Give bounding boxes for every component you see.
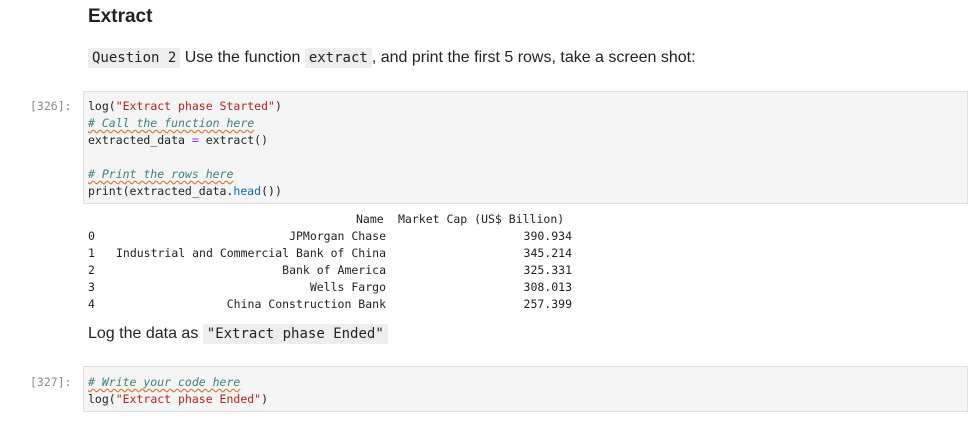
output-row-cap: 308.013 (523, 280, 572, 294)
code-cell-327[interactable]: # Write your code here log("Extract phas… (83, 366, 968, 412)
output-row-name: Wells Fargo (309, 280, 386, 294)
output-row-idx: 3 (88, 280, 95, 294)
question-text: Question 2 Use the function extract, and… (88, 48, 696, 68)
cell-prompt-326: [326]: (30, 99, 72, 113)
output-row-cap: 257.399 (523, 297, 572, 311)
output-row-idx: 0 (88, 229, 95, 243)
output-row-cap: 325.331 (523, 263, 572, 277)
question-text-after: , and print the first 5 rows, take a scr… (371, 49, 696, 66)
output-header-cap: Market Cap (US$ Billion) (398, 212, 565, 226)
code-line-1: log("Extract phase Started") (88, 99, 282, 113)
log-note: Log the data as "Extract phase Ended" (88, 324, 388, 344)
section-heading: Extract (88, 6, 153, 27)
code-comment-print: # Print the rows here (88, 167, 234, 181)
question-text-before: Use the function (184, 49, 301, 66)
code-comment-call: # Call the function here (88, 116, 255, 130)
function-name-code: extract (304, 48, 372, 68)
output-row-name: Industrial and Commercial Bank of China (115, 246, 386, 260)
output-row-idx: 4 (88, 297, 95, 311)
output-row-idx: 1 (88, 246, 95, 260)
output-header-name: Name (356, 212, 384, 226)
question-label: Question 2 (88, 48, 181, 68)
log-note-code: "Extract phase Ended" (202, 324, 388, 344)
log-note-text: Log the data as (88, 325, 199, 342)
output-row-name: JPMorgan Chase (289, 229, 386, 243)
code-line-log-ended: log("Extract phase Ended") (88, 392, 269, 406)
output-row-cap: 345.214 (523, 246, 572, 260)
code-comment-write: # Write your code here (88, 375, 241, 389)
output-row-name: Bank of America (282, 263, 386, 277)
code-line-print: print(extracted_data.head()) (88, 184, 282, 198)
output-row-cap: 390.934 (523, 229, 572, 243)
output-row-name: China Construction Bank (226, 297, 386, 311)
code-cell-326[interactable]: log("Extract phase Started") # Call the … (83, 91, 968, 204)
cell-prompt-327: [327]: (30, 375, 72, 389)
output-row-idx: 2 (88, 263, 95, 277)
code-line-assign: extracted_data = extract() (88, 133, 269, 147)
